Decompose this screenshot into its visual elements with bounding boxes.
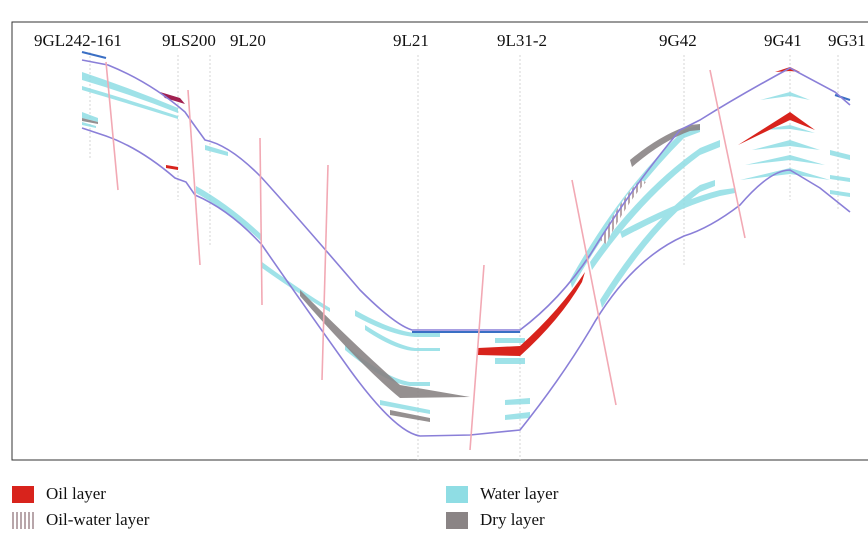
oil-water-layers	[600, 180, 646, 244]
fault-line	[469, 264, 485, 451]
water-layer	[495, 338, 525, 343]
well-label: 9GL242-161	[34, 31, 122, 50]
well-label: 9LS200	[162, 31, 216, 50]
water-layer	[830, 190, 850, 197]
water-layer	[505, 398, 530, 405]
fault-line	[571, 179, 617, 406]
well-label: 9L20	[230, 31, 266, 50]
fault-line	[187, 89, 201, 266]
fault-line	[259, 137, 263, 306]
section-frame	[11, 21, 868, 461]
water-layer	[740, 168, 830, 180]
water-layer	[760, 125, 815, 133]
legend-label: Water layer	[480, 484, 559, 503]
water-layer	[82, 122, 96, 128]
top-boundary	[81, 59, 851, 331]
water-layer	[380, 400, 430, 414]
dry-layers	[82, 118, 700, 422]
fault-line	[105, 61, 119, 191]
legend-label: Oil-water layer	[46, 510, 150, 529]
fault-line	[709, 69, 746, 239]
legend-item-oil-water: Oil-water layer	[12, 510, 149, 530]
legend-label: Dry layer	[480, 510, 545, 529]
oil-layer	[160, 92, 185, 104]
water-layer	[262, 262, 330, 312]
legend-label: Oil layer	[46, 484, 106, 503]
dry-layer	[82, 118, 98, 124]
water-layer	[620, 188, 735, 238]
oil-layer	[738, 112, 815, 145]
water-layer	[830, 175, 850, 182]
water-layer	[365, 325, 440, 351]
oil-layer-swatch	[12, 485, 34, 503]
legend-item-oil: Oil layer	[12, 484, 106, 504]
oil-layer	[478, 272, 585, 356]
well-lines	[89, 52, 839, 460]
well-label: 9G42	[659, 31, 697, 50]
dry-layer-swatch	[446, 511, 468, 529]
boundary-lines	[81, 59, 851, 437]
water-layer	[495, 358, 525, 364]
well-label: 9G41	[764, 31, 802, 50]
dry-layer	[390, 410, 430, 422]
water-layer	[355, 310, 440, 337]
water-layer	[82, 86, 178, 119]
bottom-boundary	[81, 127, 851, 437]
oil-layer	[166, 165, 178, 170]
water-layer	[752, 140, 820, 150]
water-layer	[830, 150, 850, 160]
well-label: 9L31-2	[497, 31, 547, 50]
water-layer-swatch	[446, 485, 468, 503]
oil-water-layer	[600, 180, 646, 244]
legend-item-dry: Dry layer	[446, 510, 545, 530]
dry-layer	[300, 290, 470, 398]
water-layer	[745, 155, 825, 165]
fault-lines	[105, 61, 746, 451]
water-layer	[205, 145, 228, 156]
water-layer	[590, 140, 720, 270]
water-layer	[82, 72, 178, 113]
oil-water-layer-swatch	[12, 511, 34, 529]
dry-layer	[630, 124, 700, 167]
water-layer	[505, 412, 530, 420]
legend-item-water: Water layer	[446, 484, 558, 504]
water-layers	[82, 72, 850, 420]
water-layer	[82, 112, 98, 122]
top-marker	[81, 51, 107, 59]
legend: Oil layer Water layer Oil-water layer Dr…	[0, 482, 868, 536]
well-label: 9L21	[393, 31, 429, 50]
well-labels: 9GL242-161 9LS200 9L20 9L21 9L31-2 9G42 …	[34, 31, 866, 50]
water-layer	[760, 92, 810, 100]
well-label: 9G31	[828, 31, 866, 50]
fault-line	[321, 164, 329, 381]
